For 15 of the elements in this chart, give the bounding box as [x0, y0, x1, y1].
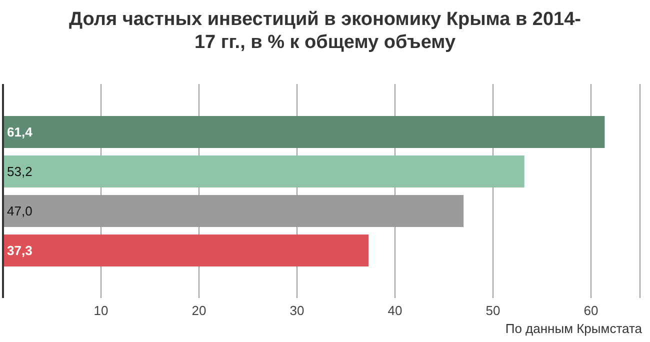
chart-title: Доля частных инвестиций в экономику Крыма в 2014-17 гг., в % к общему объему	[68, 8, 582, 55]
x-tick-label: 60	[584, 303, 598, 318]
bar	[3, 155, 524, 188]
x-tick-label: 50	[486, 303, 500, 318]
x-tick-label: 40	[388, 303, 402, 318]
x-tick-label: 10	[94, 303, 108, 318]
data-label: 37,3	[7, 243, 32, 258]
data-label: 61,4	[7, 124, 34, 140]
text: По данным Крымстата	[505, 321, 642, 336]
bar	[3, 234, 369, 266]
data-label: 53,2	[7, 164, 32, 179]
bar	[3, 116, 605, 148]
data-label: 47,0	[7, 204, 32, 218]
x-tick-label: 20	[192, 303, 206, 318]
x-tick-label: 30	[290, 303, 304, 318]
